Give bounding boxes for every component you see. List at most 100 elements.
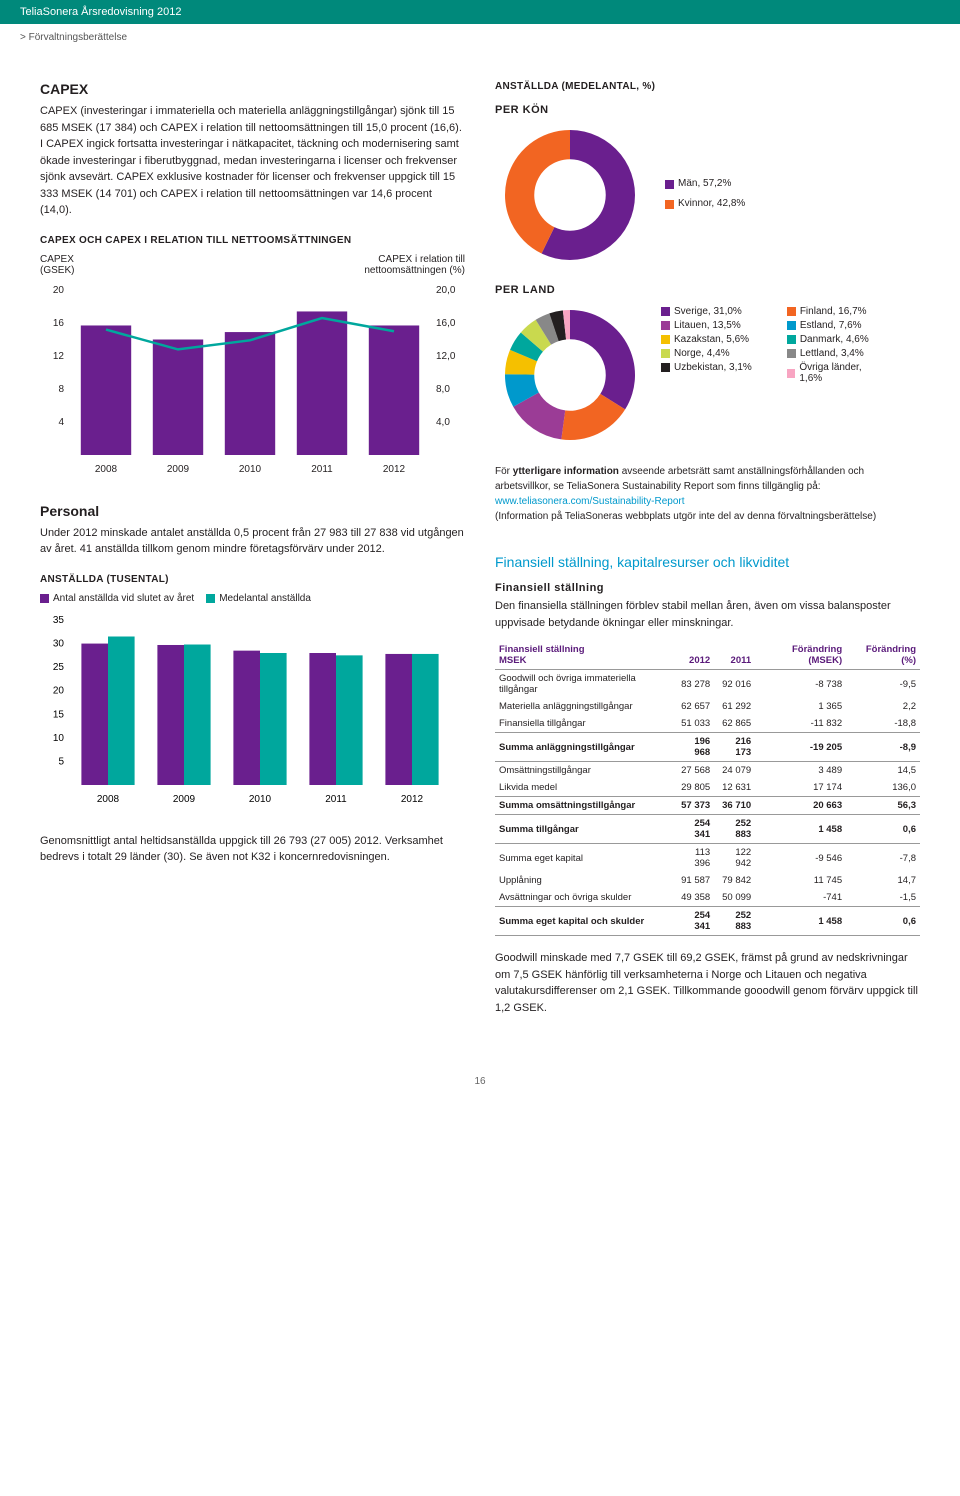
country-legend-item: Övriga länder, 1,6% <box>787 362 883 384</box>
fin-cell: 196 968 <box>673 733 714 762</box>
legend-label: Uzbekistan, 3,1% <box>674 362 752 373</box>
legend-label: Män, 57,2% <box>678 175 731 193</box>
legend-label: Sverige, 31,0% <box>674 306 742 317</box>
country-legend-col1: Sverige, 31,0%Litauen, 13,5%Kazakstan, 5… <box>661 306 757 387</box>
country-legend-col2: Finland, 16,7%Estland, 7,6%Danmark, 4,6%… <box>787 306 883 387</box>
fin-cell-label: Materiella anläggningstillgångar <box>495 698 673 715</box>
employee-legend-2-label: Medelantal anställda <box>219 593 311 604</box>
legend-swatch-1 <box>40 594 49 603</box>
fin-cell: 254 341 <box>673 815 714 844</box>
capex-body: CAPEX (investeringar i immateriella och … <box>40 103 465 219</box>
fin-cell: -9 546 <box>755 844 846 873</box>
fin-cell: 1 365 <box>755 698 846 715</box>
svg-text:10: 10 <box>53 732 65 743</box>
fin-row: Summa eget kapital och skulder254 341252… <box>495 907 920 936</box>
legend-label: Kvinnor, 42,8% <box>678 195 745 213</box>
fin-cell: 12 631 <box>714 779 755 797</box>
fin-row: Summa anläggningstillgångar196 968216 17… <box>495 733 920 762</box>
fin-cell: 254 341 <box>673 907 714 936</box>
legend-swatch <box>787 335 796 344</box>
legend-label: Finland, 16,7% <box>800 306 867 317</box>
fin-th: 2012 <box>673 641 714 670</box>
legend-swatch <box>661 307 670 316</box>
country-legend-item: Uzbekistan, 3,1% <box>661 362 757 373</box>
fin-cell: 216 173 <box>714 733 755 762</box>
svg-text:12,0: 12,0 <box>436 351 456 362</box>
fin-th: Förändring (MSEK) <box>755 641 846 670</box>
fin-cell: -1,5 <box>846 889 920 907</box>
fin-cell: 0,6 <box>846 907 920 936</box>
employee-legend-1: Antal anställda vid slutet av året <box>40 593 194 604</box>
employee-legend-2: Medelantal anställda <box>206 593 311 604</box>
fin-row: Avsättningar och övriga skulder49 35850 … <box>495 889 920 907</box>
finance-title: Finansiell ställning, kapitalresurser oc… <box>495 554 920 570</box>
svg-text:16,0: 16,0 <box>436 318 456 329</box>
fin-cell: 20 663 <box>755 797 846 815</box>
fin-cell: 252 883 <box>714 907 755 936</box>
country-legend-item: Finland, 16,7% <box>787 306 883 317</box>
fin-cell: -18,8 <box>846 715 920 733</box>
gender-legend-item: Män, 57,2% <box>665 175 745 193</box>
fin-cell: 61 292 <box>714 698 755 715</box>
fin-cell: 50 099 <box>714 889 755 907</box>
fin-cell-label: Omsättningstillgångar <box>495 762 673 780</box>
capex-title: CAPEX <box>40 81 465 97</box>
fin-row: Summa tillgångar254 341252 8831 4580,6 <box>495 815 920 844</box>
svg-text:35: 35 <box>53 615 65 626</box>
gender-donut-wrap: Män, 57,2% Kvinnor, 42,8% <box>495 120 920 270</box>
country-donut-wrap: Sverige, 31,0%Litauen, 13,5%Kazakstan, 5… <box>495 300 920 450</box>
per-land-heading: PER LAND <box>495 284 920 296</box>
fin-cell: 11 745 <box>755 872 846 889</box>
fin-cell-label: Finansiella tillgångar <box>495 715 673 733</box>
fin-cell: 56,3 <box>846 797 920 815</box>
finance-table-body: Goodwill och övriga immateriella tillgån… <box>495 670 920 936</box>
info-box: För ytterligare information avseende arb… <box>495 464 920 524</box>
fin-cell: -8 738 <box>755 670 846 699</box>
fin-cell: 27 568 <box>673 762 714 780</box>
svg-text:2008: 2008 <box>95 464 118 475</box>
svg-text:15: 15 <box>53 709 65 720</box>
country-legend-item: Norge, 4,4% <box>661 348 757 359</box>
capex-right-label: CAPEX i relation till nettoomsättningen … <box>364 254 465 276</box>
legend-swatch-2 <box>206 594 215 603</box>
fin-cell: 57 373 <box>673 797 714 815</box>
fin-row: Finansiella tillgångar51 03362 865-11 83… <box>495 715 920 733</box>
employee-chart-heading: ANSTÄLLDA (TUSENTAL) <box>40 574 465 585</box>
employee-chart: ANSTÄLLDA (TUSENTAL) Antal anställda vid… <box>40 574 465 813</box>
info-bold: ytterligare information <box>513 466 619 477</box>
fin-row: Summa omsättningstillgångar57 37336 7102… <box>495 797 920 815</box>
fin-cell: 1 458 <box>755 907 846 936</box>
svg-text:2011: 2011 <box>325 794 347 805</box>
fin-cell: 92 016 <box>714 670 755 699</box>
fin-row: Upplåning91 58779 84211 74514,7 <box>495 872 920 889</box>
country-donut <box>495 300 645 450</box>
fin-cell: 3 489 <box>755 762 846 780</box>
svg-text:20,0: 20,0 <box>436 285 456 296</box>
employee-legend-1-label: Antal anställda vid slutet av året <box>53 593 194 604</box>
legend-label: Lettland, 3,4% <box>800 348 864 359</box>
svg-text:8: 8 <box>58 384 64 395</box>
fin-row: Goodwill och övriga immateriella tillgån… <box>495 670 920 699</box>
fin-cell: -19 205 <box>755 733 846 762</box>
fin-cell-label: Summa anläggningstillgångar <box>495 733 673 762</box>
legend-swatch <box>661 321 670 330</box>
svg-text:25: 25 <box>53 662 65 673</box>
legend-label: Estland, 7,6% <box>800 320 862 331</box>
svg-text:2008: 2008 <box>97 794 120 805</box>
fin-cell: 24 079 <box>714 762 755 780</box>
info-prefix: För <box>495 466 513 477</box>
fin-cell: 83 278 <box>673 670 714 699</box>
fin-cell: 2,2 <box>846 698 920 715</box>
fin-cell: 62 657 <box>673 698 714 715</box>
fin-cell: 113 396 <box>673 844 714 873</box>
fin-row: Summa eget kapital113 396122 942-9 546-7… <box>495 844 920 873</box>
capex-left-label: CAPEX (GSEK) <box>40 254 74 276</box>
legend-swatch <box>787 321 796 330</box>
breadcrumb: > Förvaltningsberättelse <box>0 24 960 51</box>
per-kon-heading: PER KÖN <box>495 104 920 116</box>
finance-table: Finansiell ställning MSEK20122011Förändr… <box>495 641 920 936</box>
fin-cell: 14,7 <box>846 872 920 889</box>
fin-cell: 122 942 <box>714 844 755 873</box>
fin-row: Materiella anläggningstillgångar62 65761… <box>495 698 920 715</box>
info-link[interactable]: www.teliasonera.com/Sustainability-Repor… <box>495 496 685 507</box>
